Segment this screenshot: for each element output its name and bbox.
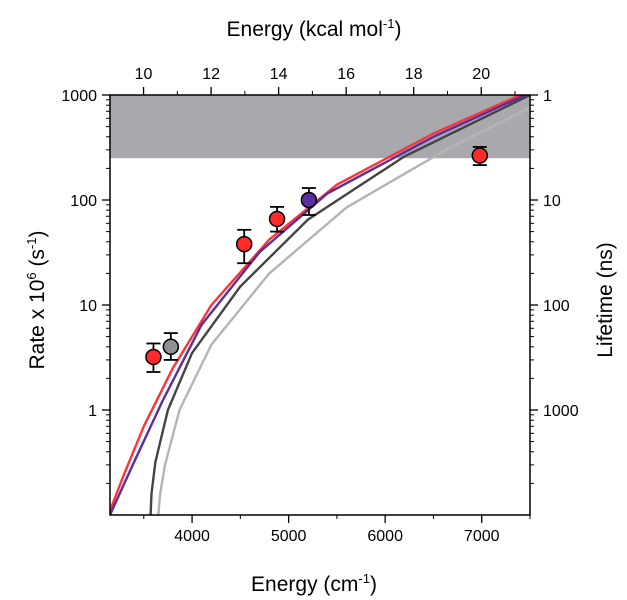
plot-area: 4000 5000 6000 7000 10 12 14 16 18 20 1 10 100 1000 1 1… <box>61 66 578 545</box>
top-tick-label-10: 10 <box>135 66 153 83</box>
bottom-axis-title-main: Energy (cm <box>251 573 358 596</box>
right-axis-title: Lifetime (ns) <box>594 242 617 358</box>
bottom-axis-title: Energy (cm-1) <box>251 571 377 596</box>
top-tick-label-14: 14 <box>270 66 288 83</box>
left-axis-title-main: Rate x 10 <box>26 280 49 370</box>
left-axis-title-suffix: ) <box>26 230 49 237</box>
right-tick-label-100: 100 <box>543 298 570 315</box>
top-axis-title-sup: -1 <box>383 16 395 31</box>
right-tick-label-10: 10 <box>543 193 561 210</box>
bottom-tick-label-4000: 4000 <box>174 528 210 545</box>
bottom-tick-label-7000: 7000 <box>464 528 500 545</box>
data-point-1-2 <box>237 237 252 252</box>
bottom-tick-label-6000: 6000 <box>367 528 403 545</box>
top-tick-label-18: 18 <box>405 66 423 83</box>
left-axis-title: Rate x 106 (s-1) <box>24 230 49 369</box>
left-tick-label-100: 100 <box>70 193 97 210</box>
left-axis-title-sup: 6 <box>24 272 39 279</box>
top-axis-title-suffix: ) <box>394 18 401 41</box>
bottom-axis-title-sup: -1 <box>358 571 370 586</box>
left-tick-label-1: 1 <box>88 403 97 420</box>
top-tick-label-12: 12 <box>202 66 220 83</box>
data-point-2-1 <box>163 339 178 354</box>
bottom-axis-title-suffix: ) <box>370 573 377 596</box>
model-curve-4 <box>158 108 530 516</box>
top-tick-label-16: 16 <box>337 66 355 83</box>
left-tick-label-1000: 1000 <box>61 88 97 105</box>
right-tick-label-1000: 1000 <box>543 403 579 420</box>
bottom-tick-label-5000: 5000 <box>271 528 307 545</box>
left-axis-title-unit-sup: -1 <box>24 237 39 249</box>
data-point-1-1 <box>146 349 161 364</box>
left-tick-label-10: 10 <box>79 298 97 315</box>
data-point-1-3 <box>270 211 285 226</box>
top-tick-label-20: 20 <box>472 66 490 83</box>
top-axis-title-main: Energy (kcal mol <box>227 18 383 41</box>
left-axis-title-unit: (s <box>26 249 49 272</box>
data-point-3-1 <box>301 193 316 208</box>
data-point-1-4 <box>472 148 487 163</box>
right-tick-label-1: 1 <box>543 88 552 105</box>
top-axis-title: Energy (kcal mol-1) <box>227 16 402 41</box>
